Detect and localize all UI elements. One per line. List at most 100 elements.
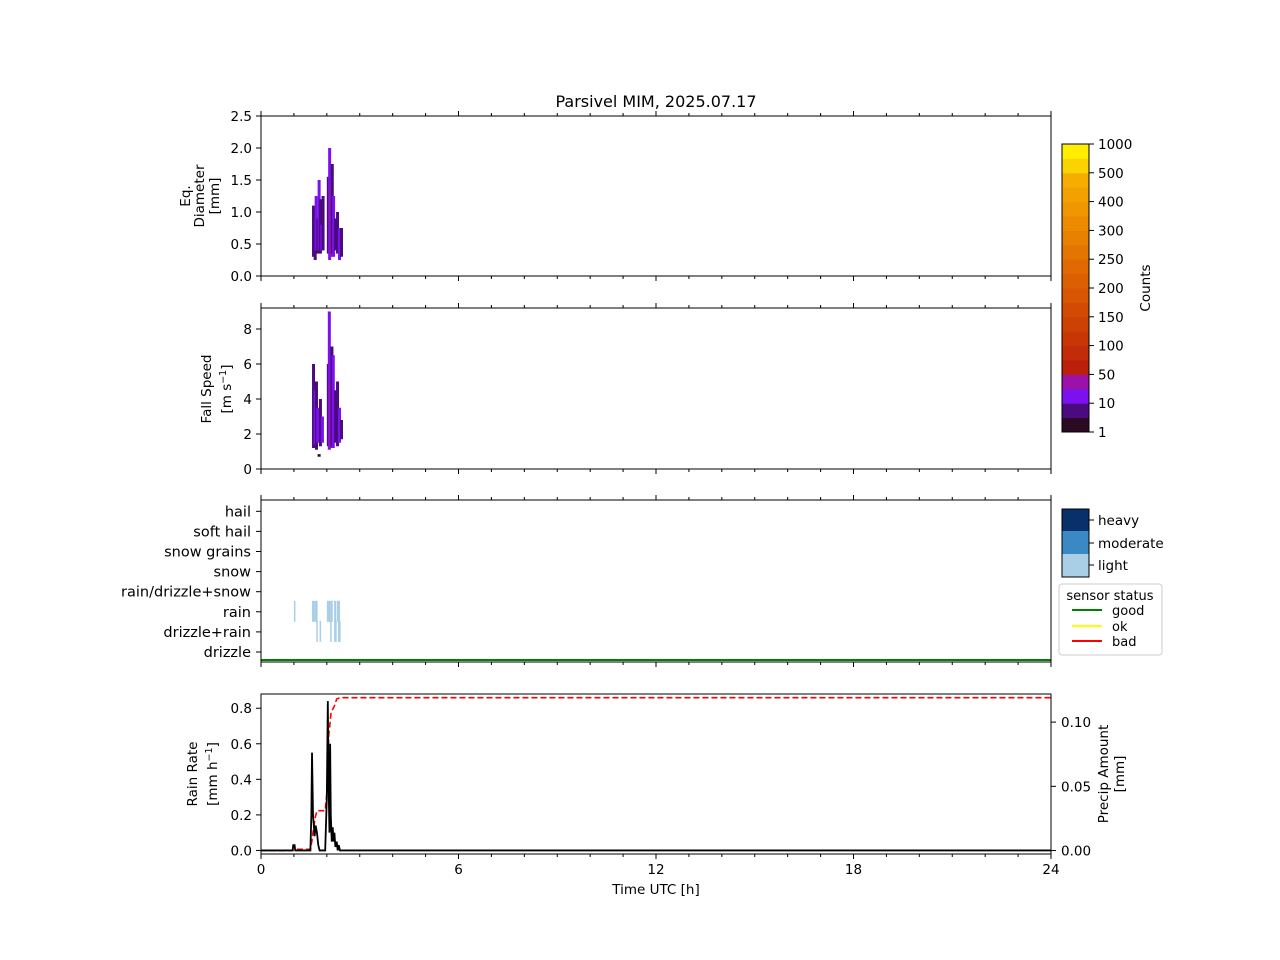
count-cell — [320, 416, 324, 443]
weather-category-label: drizzle+rain — [163, 625, 251, 641]
count-cell — [332, 196, 336, 257]
count-cell — [327, 311, 331, 450]
weather-event — [338, 600, 340, 622]
x-tick-label: 24 — [1042, 862, 1059, 878]
intensity-colorbar: light moderate heavy — [1061, 508, 1164, 578]
count-cell — [331, 355, 335, 448]
time-xlabel: Time UTC [h] — [611, 882, 699, 898]
colorbar-tick-label: 500 — [1098, 166, 1124, 182]
colorbar-cell — [1062, 201, 1089, 217]
colorbar-tick-label: 250 — [1098, 252, 1124, 268]
count-cell — [338, 228, 342, 260]
fall-speed-ylabel-sup: −1 — [218, 370, 229, 384]
intensity-tick-label: light — [1098, 558, 1128, 574]
colorbar-cell — [1062, 345, 1089, 361]
y2-tick-label: 0.00 — [1061, 844, 1091, 860]
diameter-ylabel-line1: Eq. — [178, 185, 194, 206]
weather-category-label: drizzle — [204, 645, 251, 661]
weather-event — [330, 600, 333, 622]
fall-speed-ylabel-end: ] — [219, 364, 235, 369]
y-tick-label: 2.0 — [231, 141, 252, 157]
sensor-status-legend: sensor status good ok bad — [1058, 583, 1163, 656]
colorbar-cell — [1062, 331, 1089, 347]
weather-category-label: hail — [225, 504, 251, 520]
colorbar-cell — [1062, 187, 1089, 203]
colorbar-tick-label: 1 — [1098, 425, 1107, 441]
weather-event — [326, 600, 331, 622]
count-cell — [338, 407, 342, 443]
weather-type-x-ticks — [260, 495, 1052, 667]
weather-event — [330, 620, 332, 642]
weather-event — [338, 620, 341, 642]
diameter-ylabel-line3: [mm] — [207, 178, 223, 215]
legend-bad-label: bad — [1112, 635, 1136, 650]
intensity-heavy-cell — [1062, 509, 1089, 531]
colorbar-cell — [1062, 244, 1089, 260]
weather-category-label: snow grains — [164, 545, 251, 561]
legend-box — [1058, 583, 1163, 656]
colorbar-cell — [1062, 288, 1089, 303]
diameter-heatmap — [312, 148, 343, 260]
count-cell — [316, 407, 320, 443]
weather-category-label: soft hail — [193, 524, 251, 540]
y-tick-label: 4 — [243, 392, 252, 408]
count-cell — [336, 381, 340, 447]
colorbar-cell — [1062, 158, 1089, 174]
weather-category-label: rain — [223, 605, 251, 621]
count-cell — [312, 364, 316, 448]
colorbar-cell — [1062, 230, 1089, 246]
rain-rate-ylabel-line2: [mm h−1] — [204, 742, 221, 806]
weather-type-heatmap — [293, 600, 341, 642]
weather-type-y-ticks: drizzle drizzle+rain rain rain/drizzle+snow… — [121, 504, 261, 661]
y-tick-label: 8 — [243, 322, 252, 338]
fall-speed-axes-frame — [260, 307, 1052, 470]
count-cell — [340, 420, 343, 440]
diameter-panel: 0.0 0.5 1.0 1.5 2.0 2.5 Eq. Diameter [mm] — [178, 109, 1052, 285]
count-cell — [314, 196, 318, 251]
rain-rate-ylabel-line1: Rain Rate — [185, 742, 201, 807]
y2-tick-label: 0.10 — [1061, 715, 1091, 731]
intensity-tick-label: moderate — [1098, 536, 1164, 552]
colorbar-cell — [1062, 316, 1089, 332]
weather-event — [336, 600, 339, 622]
y-tick-label: 1.5 — [231, 173, 252, 189]
fall-speed-ylabel-line2: [m s−1] — [218, 364, 235, 413]
counts-colorbar: 1 10 50 100 150 200 250 300 400 500 1000 Counts — [1061, 137, 1154, 441]
colorbar-cell — [1062, 273, 1089, 289]
count-cell — [312, 205, 316, 257]
y-tick-label: 0.0 — [231, 843, 252, 859]
weather-event — [334, 620, 337, 642]
colorbar-tick-label: 50 — [1098, 367, 1115, 383]
colorbar-cell — [1062, 360, 1089, 375]
intensity-light-cell — [1062, 554, 1089, 577]
intensity-tick-label: heavy — [1098, 513, 1139, 529]
x-tick-label: 12 — [647, 862, 664, 878]
fall-speed-ylabel-line1: Fall Speed — [199, 355, 215, 424]
colorbar-cell — [1062, 374, 1089, 390]
figure-title: Parsivel MIM, 2025.07.17 — [555, 92, 756, 111]
rain-rate-panel: 0.0 0.2 0.4 0.6 0.8 0.00 0.05 0.10 0 6 12 18 24 Ra… — [185, 693, 1128, 898]
colorbar-cell — [1062, 302, 1089, 318]
count-cell — [334, 218, 338, 251]
rain-rate-line — [261, 701, 1051, 852]
y-tick-label: 2.5 — [231, 109, 252, 125]
diameter-y-ticks: 0.0 0.5 1.0 1.5 2.0 2.5 — [231, 109, 261, 285]
count-cell — [318, 399, 322, 447]
weather-event — [314, 600, 318, 622]
precip-amount-y-ticks: 0.00 0.05 0.10 — [1051, 715, 1091, 860]
diameter-axes-frame — [260, 115, 1052, 277]
weather-event — [334, 600, 337, 622]
weather-type-panel: drizzle drizzle+rain rain rain/drizzle+snow… — [121, 495, 1052, 667]
counts-colorbar-cells — [1062, 144, 1089, 433]
y-tick-label: 0.8 — [231, 701, 252, 717]
count-cell — [321, 196, 325, 251]
y-tick-label: 0 — [243, 462, 252, 478]
rain-rate-x-ticks: 0 6 12 18 24 — [257, 854, 1060, 878]
weather-category-label: snow — [214, 565, 252, 581]
colorbar-cell — [1062, 172, 1089, 188]
y-tick-label: 6 — [243, 357, 252, 373]
x-tick-label: 6 — [454, 862, 463, 878]
rain-rate-ylabel-sup: −1 — [204, 747, 215, 761]
y-tick-label: 0.6 — [231, 737, 252, 753]
x-tick-label: 18 — [845, 862, 862, 878]
